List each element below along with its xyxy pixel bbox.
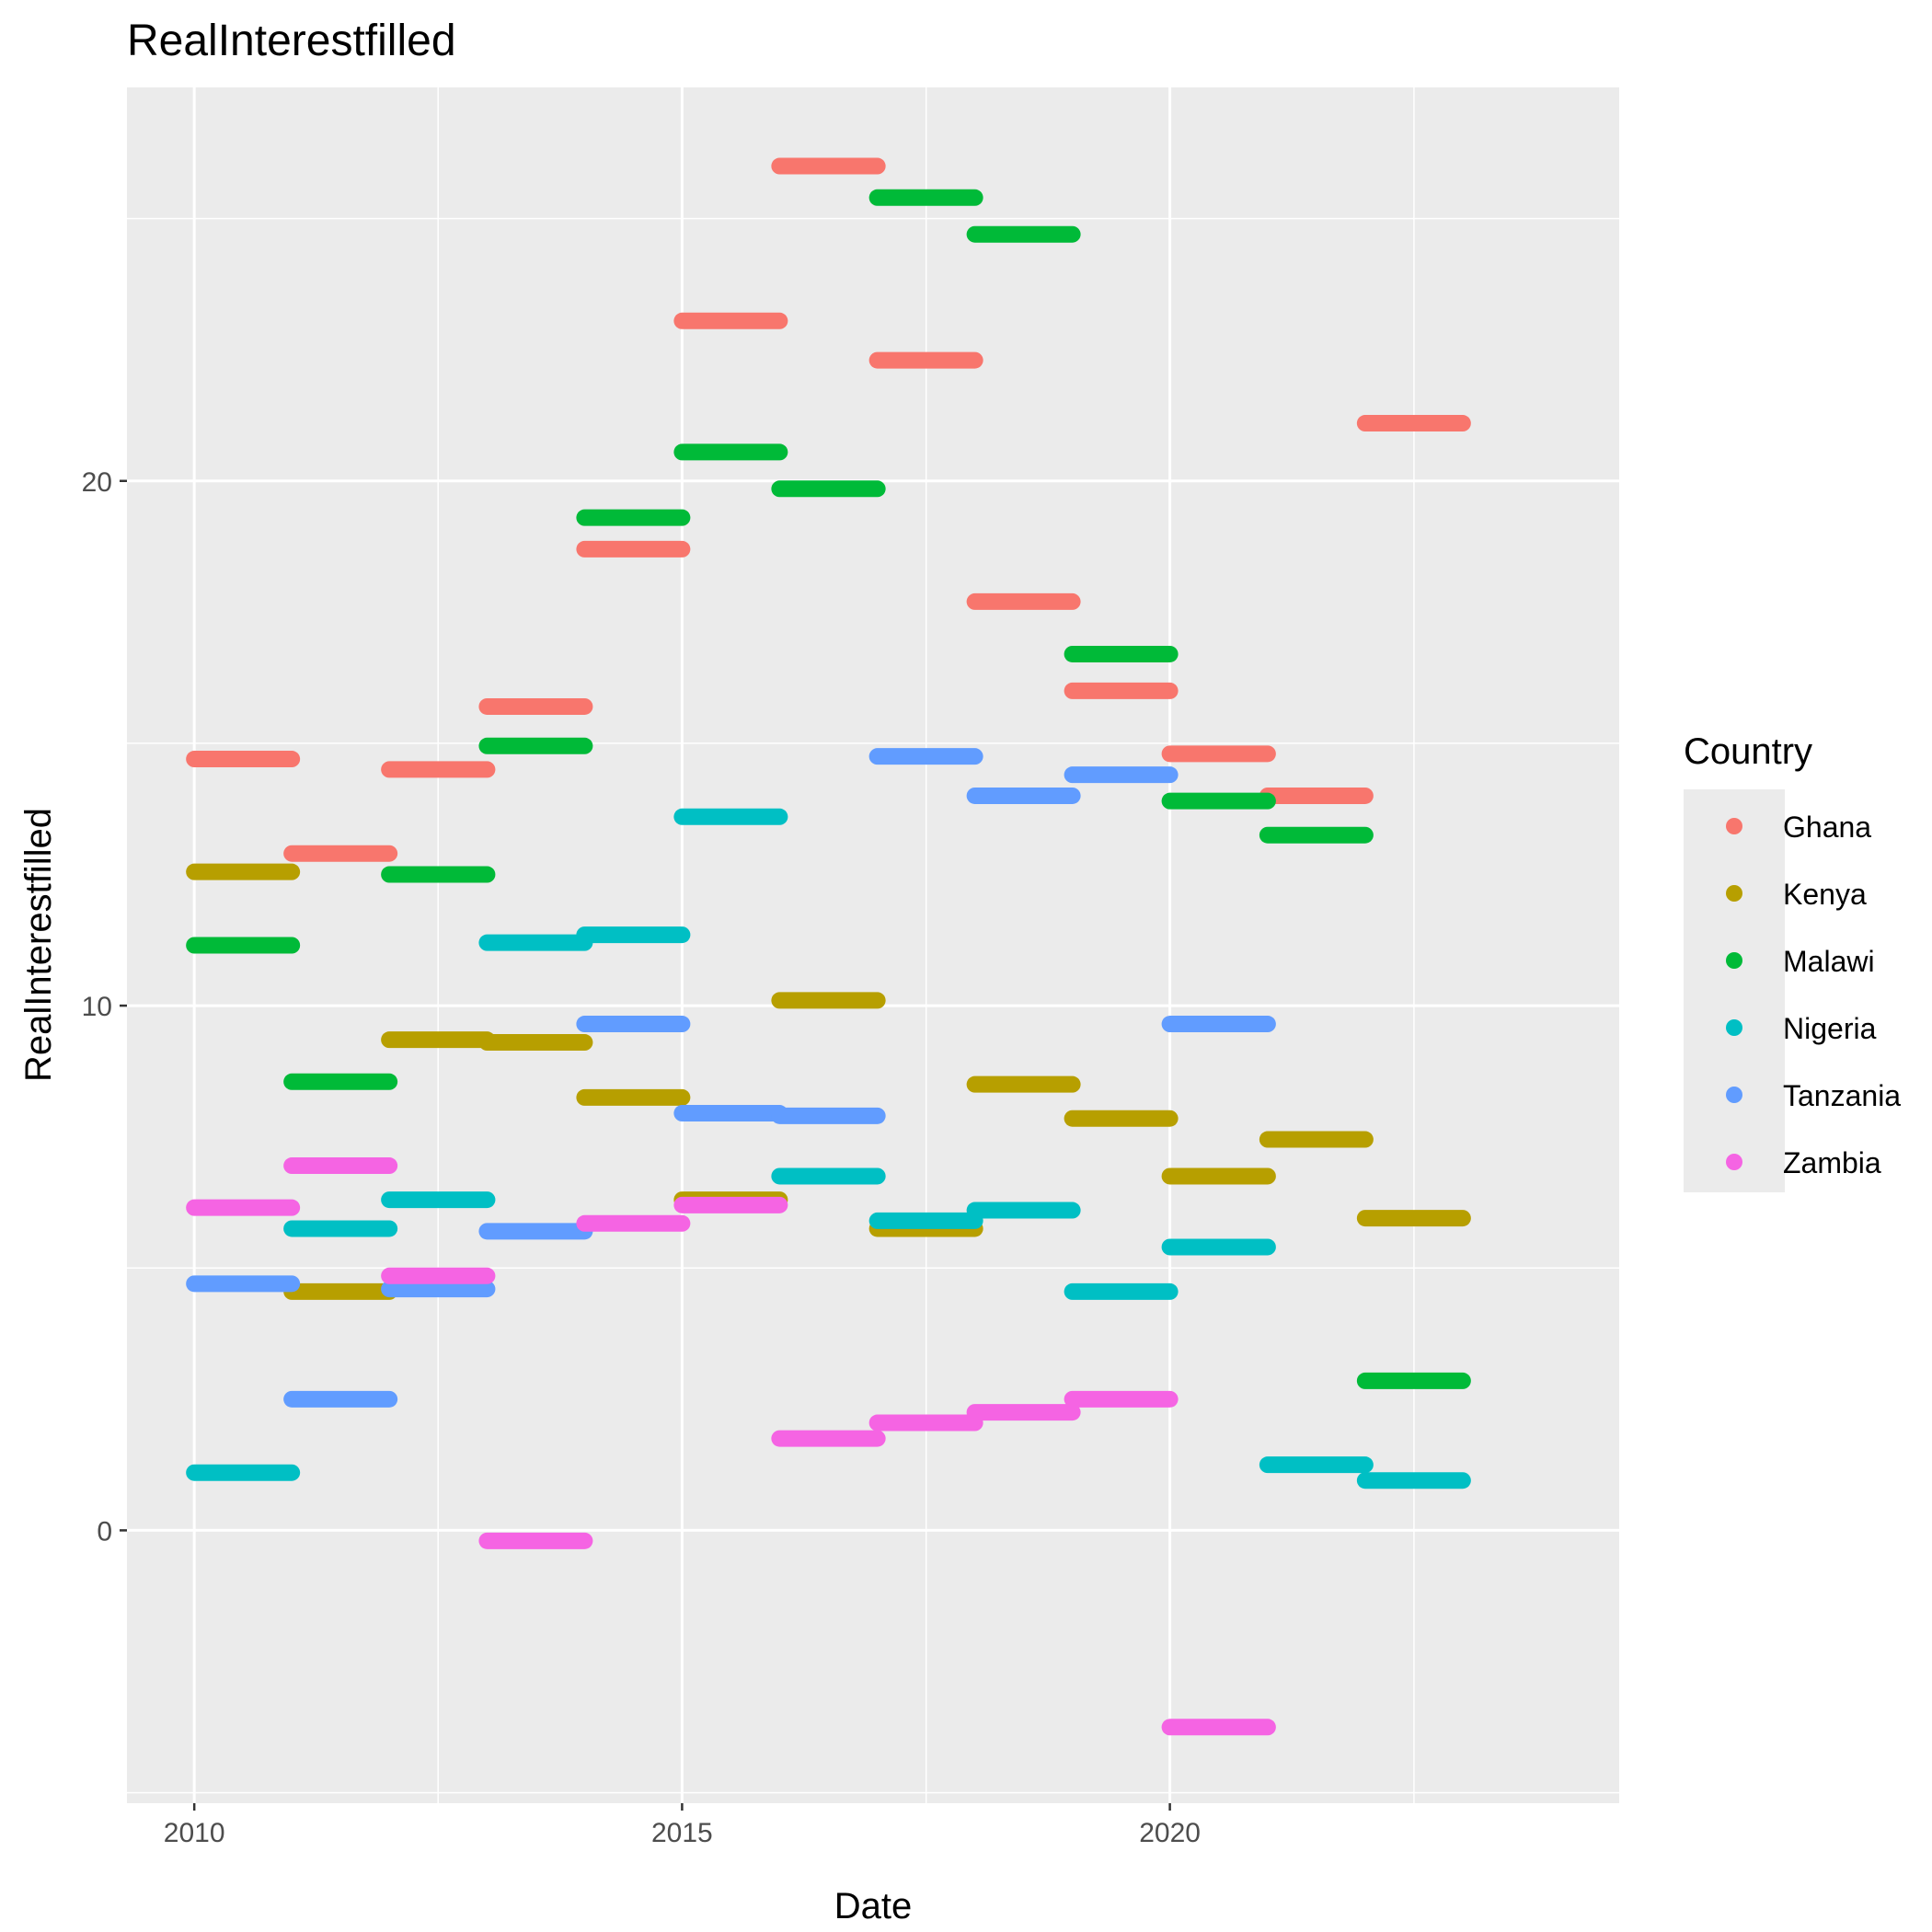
legend-key-kenya [1726,885,1742,902]
legend-label-tanzania: Tanzania [1783,1079,1901,1112]
y-tick-label: 0 [97,1516,112,1547]
legend-key-nigeria [1726,1019,1742,1036]
legend-items: Ghana Kenya Malawi Nigeria Tanzania Zambia [1726,811,1901,1179]
y-tick-label: 20 [82,467,112,498]
legend-key-background [1684,789,1785,1192]
chart-title: RealInterestfilled [127,17,456,65]
y-tick-label: 10 [82,992,112,1022]
legend-label-ghana: Ghana [1783,811,1871,844]
legend-label-kenya: Kenya [1783,878,1867,911]
x-tick-label: 2015 [651,1818,713,1848]
plot-panel [127,87,1619,1803]
x-tick-label: 2020 [1139,1818,1201,1848]
y-axis: 0 10 20 [82,467,127,1547]
legend-key-malawi [1726,952,1742,969]
legend-label-zambia: Zambia [1783,1146,1881,1179]
x-axis: 2010 2015 2020 [164,1803,1201,1848]
legend: Country Ghana Kenya Malawi Nigeria Tanzania Z… [1684,731,1901,1192]
grid-minor [127,87,1619,1803]
data-marks [186,157,1471,1736]
legend-key-zambia [1726,1154,1742,1170]
legend-title: Country [1684,731,1812,772]
legend-label-malawi: Malawi [1783,945,1875,978]
y-axis-title: RealInterestfilled [18,808,59,1082]
x-tick-label: 2010 [164,1818,225,1848]
x-axis-title: Date [834,1886,913,1926]
legend-key-tanzania [1726,1087,1742,1103]
legend-label-nigeria: Nigeria [1783,1012,1877,1045]
legend-key-ghana [1726,818,1742,834]
